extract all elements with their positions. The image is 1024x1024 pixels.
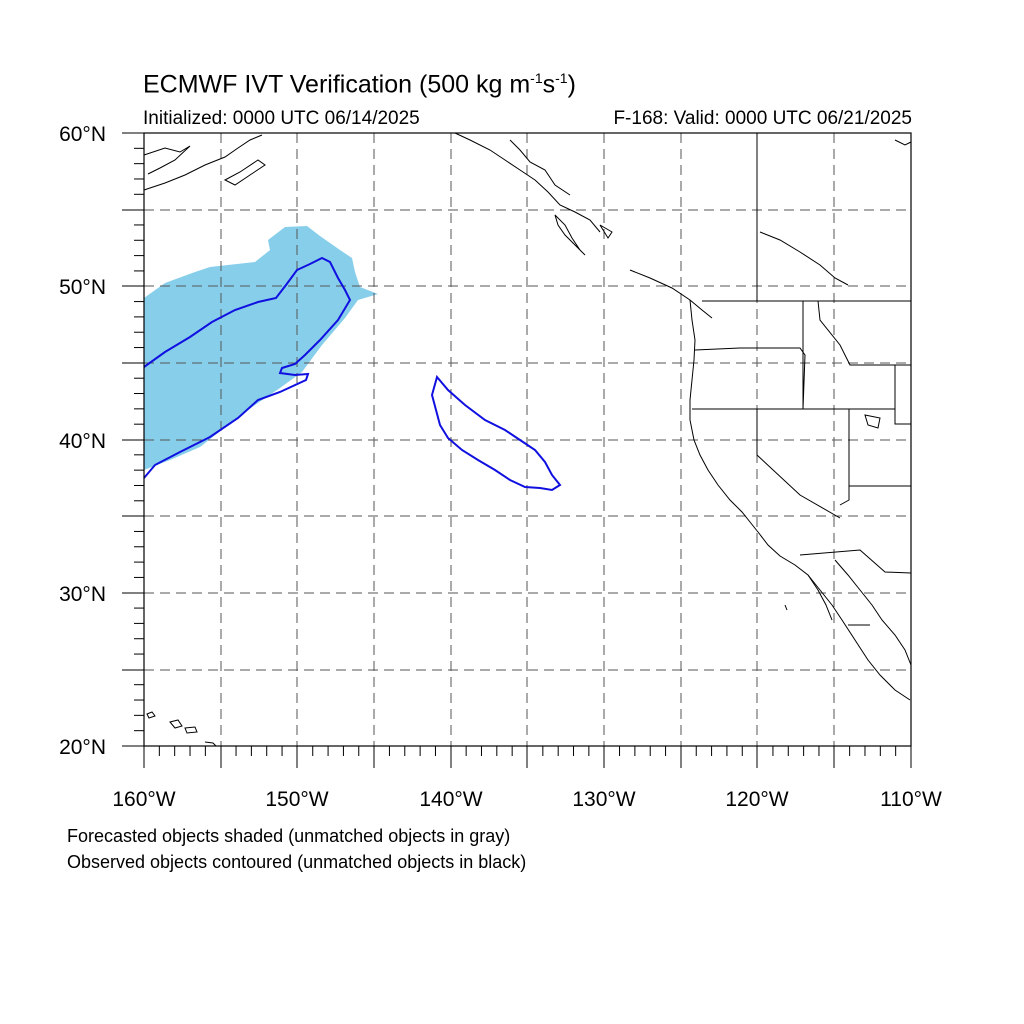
initialized-label: Initialized: 0000 UTC 06/14/2025 — [143, 108, 420, 129]
grid-lines — [144, 133, 911, 746]
valid-label: F-168: Valid: 0000 UTC 06/21/2025 — [613, 108, 912, 129]
title-end: ) — [567, 70, 576, 99]
caption-observed: Observed objects contoured (unmatched ob… — [67, 852, 527, 872]
observed-contour-central — [430, 374, 562, 492]
forecast-object-fill — [144, 226, 378, 470]
lat-label-20n: 20°N — [59, 736, 106, 759]
observed-contours — [143, 256, 562, 492]
lat-label-60n: 60°N — [59, 123, 106, 146]
minor-ticks — [134, 147, 897, 756]
lon-label-120w: 120°W — [725, 788, 788, 811]
lon-label-140w: 140°W — [419, 788, 482, 811]
title-exponent-1: -1 — [530, 70, 543, 86]
coastlines — [143, 132, 912, 747]
lat-label-30n: 30°N — [59, 583, 106, 606]
title-exponent-2: -1 — [555, 70, 568, 86]
title-main: ECMWF IVT Verification (500 kg m — [143, 70, 531, 99]
lon-label-130w: 130°W — [572, 788, 635, 811]
map-title: ECMWF IVT Verification (500 kg m-1s-1) — [143, 70, 576, 99]
title-mid: s — [542, 70, 556, 99]
axis-ticks — [122, 132, 912, 768]
lat-axis-labels: 60°N 50°N 40°N 30°N 20°N — [59, 123, 106, 759]
lat-label-40n: 40°N — [59, 430, 106, 453]
lon-label-150w: 150°W — [265, 788, 328, 811]
lon-label-110w: 110°W — [880, 788, 942, 811]
lon-label-160w: 160°W — [112, 788, 175, 811]
observed-contour-north — [143, 256, 352, 479]
lat-label-50n: 50°N — [59, 276, 106, 299]
lon-axis-labels: 160°W 150°W 140°W 130°W 120°W 110°W — [112, 788, 942, 811]
caption-forecast: Forecasted objects shaded (unmatched obj… — [67, 826, 511, 846]
